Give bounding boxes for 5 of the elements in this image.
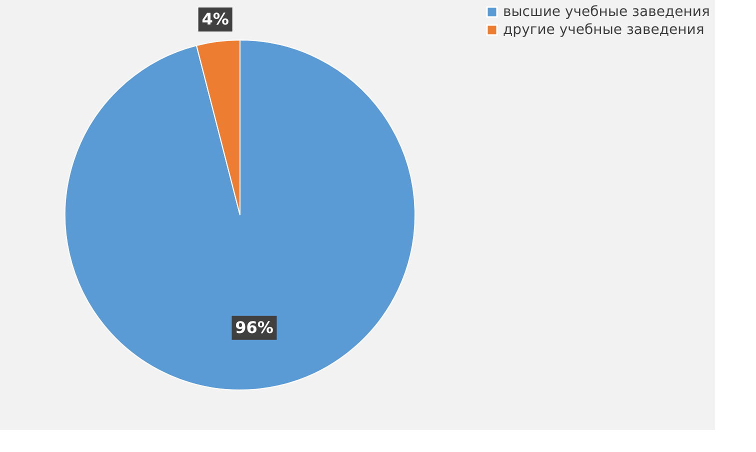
data-label: 4% (202, 10, 229, 29)
legend-label: другие учебные заведения (503, 22, 704, 38)
pie-slice (64, 40, 416, 390)
data-label: 96% (235, 318, 274, 337)
legend-label: высшие учебные заведения (503, 4, 710, 20)
